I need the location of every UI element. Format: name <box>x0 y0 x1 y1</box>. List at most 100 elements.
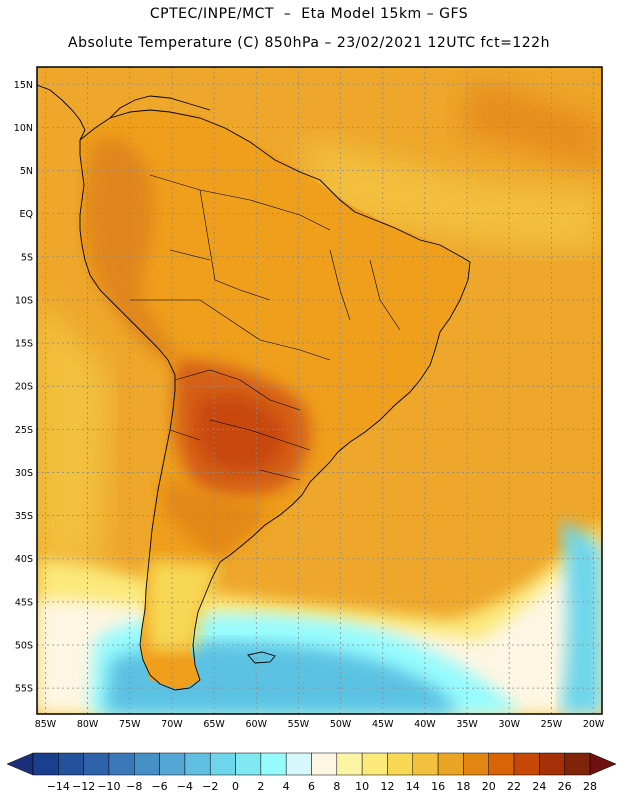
colorbar-label: 14 <box>406 780 420 793</box>
lon-tick-labels: 85W 80W 75W 70W 65W 60W 55W 50W 45W 40W 35W 30W 25W 2… <box>35 719 605 730</box>
lon-tick-label: 65W <box>203 719 225 730</box>
colorbar-label: −10 <box>97 780 120 793</box>
colorbar-label: 0 <box>232 780 239 793</box>
lon-tick-label: 80W <box>77 719 99 730</box>
warm-band-atlantic <box>460 80 602 170</box>
colorbar-label: −14 <box>47 780 70 793</box>
lon-tick-label: 35W <box>456 719 478 730</box>
colorbar-label: 20 <box>482 780 496 793</box>
lat-tick-label: 35S <box>15 511 33 522</box>
colorbar-box <box>184 752 211 776</box>
colorbar-label: −4 <box>177 780 193 793</box>
colorbar-box <box>488 752 515 776</box>
lat-tick-label: 5S <box>21 252 33 263</box>
colorbar-label: 8 <box>333 780 340 793</box>
lat-tick-label: 55S <box>15 684 33 695</box>
lon-tick-label: 50W <box>330 719 352 730</box>
colorbar-boxes <box>6 752 617 776</box>
lon-tick-label: 40W <box>414 719 436 730</box>
colorbar-box <box>463 752 489 776</box>
warm-andes-band <box>84 137 180 360</box>
warm-south-band <box>160 480 270 560</box>
lat-tick-label: 25S <box>15 425 33 436</box>
lon-tick-label: 60W <box>246 719 268 730</box>
colorbar: −14 −12 −10 −8 −6 −4 −2 0 2 4 6 8 10 12 14 16 18 20 22 24 26… <box>6 752 617 793</box>
colorbar-label: 26 <box>558 780 572 793</box>
colorbar-label: −8 <box>126 780 142 793</box>
colorbar-box <box>209 752 236 776</box>
colorbar-box <box>311 752 338 776</box>
pacific-band <box>37 300 110 560</box>
colorbar-box <box>134 752 160 776</box>
lat-tick-label: 20S <box>15 382 33 393</box>
lat-tick-label: 5N <box>20 166 33 177</box>
country-borders <box>130 174 401 481</box>
map-subtitle: Absolute Temperature (C) 850hPa – 23/02/… <box>68 35 550 51</box>
lon-tick-label: 25W <box>541 719 563 730</box>
grid-lines <box>37 67 602 714</box>
plot-frame <box>36 66 603 715</box>
cold-core-field <box>105 642 460 714</box>
colorbar-box <box>58 752 84 776</box>
colorbar-box <box>83 752 110 776</box>
colorbar-box <box>235 752 262 776</box>
lon-tick-label: 20W <box>583 719 605 730</box>
colorbar-label: 24 <box>532 780 546 793</box>
colorbar-under-arrow <box>6 752 34 776</box>
colorbar-label: 4 <box>283 780 290 793</box>
colorbar-box <box>387 752 414 776</box>
central-america-coast <box>37 84 86 141</box>
colorbar-label: −12 <box>72 780 95 793</box>
colorbar-over-arrow <box>589 752 617 776</box>
colorbar-box <box>437 752 464 776</box>
lat-tick-labels: 15N 10N 5N EQ 5S 10S 15S 20S 25S 30S 35S 40S 45S 50S 5… <box>14 80 33 695</box>
lat-tick-label: 40S <box>15 554 33 565</box>
caribbean-coast <box>109 95 211 119</box>
lat-tick-label: 45S <box>15 597 33 608</box>
colorbar-label: 28 <box>583 780 597 793</box>
colorbar-box <box>564 752 591 776</box>
hot-core-field <box>196 396 284 472</box>
colorbar-box <box>361 752 388 776</box>
colorbar-label: 2 <box>257 780 264 793</box>
lon-tick-label: 55W <box>288 719 310 730</box>
colorbar-box <box>260 752 287 776</box>
colorbar-label: 18 <box>456 780 470 793</box>
colorbar-box <box>539 752 565 776</box>
colorbar-label: 16 <box>431 780 445 793</box>
map-title: CPTEC/INPE/MCT – Eta Model 15km – GFS <box>149 6 469 22</box>
south-america-coast <box>79 109 471 691</box>
lat-tick-label: 50S <box>15 640 33 651</box>
lon-tick-label: 70W <box>161 719 183 730</box>
colorbar-box <box>108 752 135 776</box>
lon-tick-label: 45W <box>372 719 394 730</box>
colorbar-label: −2 <box>202 780 218 793</box>
colorbar-label: 12 <box>380 780 394 793</box>
colorbar-label: 6 <box>308 780 315 793</box>
lat-tick-label: 15N <box>14 80 33 91</box>
cold-east-field <box>560 520 602 714</box>
colorbar-box <box>513 752 540 776</box>
lat-tick-label: 15S <box>15 339 33 350</box>
lon-tick-label: 85W <box>35 719 57 730</box>
lon-tick-label: 30W <box>498 719 520 730</box>
coastlines <box>37 84 471 691</box>
falklands <box>247 651 276 664</box>
colorbar-label: 10 <box>355 780 369 793</box>
lat-tick-label: 30S <box>15 468 33 479</box>
colorbar-label: 22 <box>507 780 521 793</box>
lat-tick-label: 10S <box>15 295 33 306</box>
colorbar-box <box>32 752 59 776</box>
lat-tick-label: 10N <box>14 123 33 134</box>
colorbar-box <box>412 752 439 776</box>
map-field <box>37 67 602 714</box>
lon-tick-label: 75W <box>119 719 141 730</box>
patagonia-cool-band <box>146 560 220 650</box>
lat-tick-label: EQ <box>20 209 33 220</box>
colorbar-box <box>159 752 186 776</box>
colorbar-labels: −14 −12 −10 −8 −6 −4 −2 0 2 4 6 8 10 12 14 16 18 20 22 24 26… <box>47 780 597 793</box>
colorbar-box <box>336 752 363 776</box>
colorbar-label: −6 <box>151 780 167 793</box>
colorbar-box <box>285 752 312 776</box>
temperature-map: 15N 10N 5N EQ 5S 10S 15S 20S 25S 30S 35S 40S 45S 50S 5… <box>14 66 605 730</box>
